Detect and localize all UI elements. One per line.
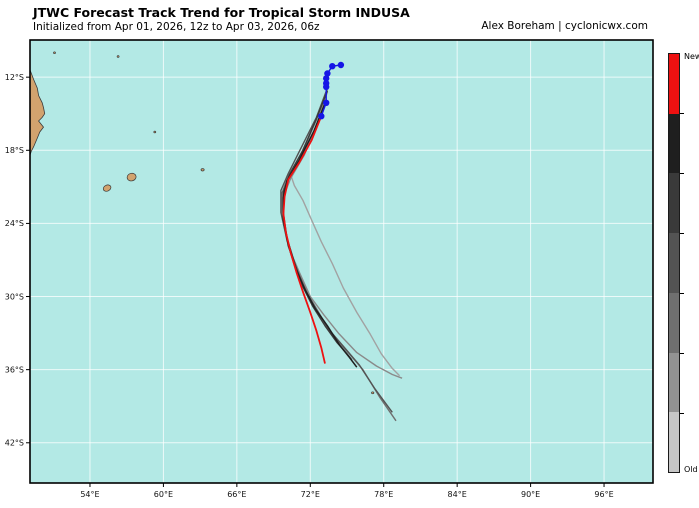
x-axis-tick-label: 60°E <box>154 490 173 499</box>
colorbar-boundary-tick <box>680 113 684 114</box>
observed-position-dot <box>323 75 330 82</box>
observed-position-dot <box>337 61 345 69</box>
observed-position-dot <box>324 70 331 77</box>
island-mauritius <box>126 172 137 182</box>
colorbar-segment-4 <box>669 233 679 293</box>
colorbar-label-old: Old <box>684 465 698 474</box>
x-axis-tick-label: 78°E <box>374 490 393 499</box>
x-axis-tick-label: 66°E <box>227 490 246 499</box>
x-axis-tick-label: 90°E <box>521 490 540 499</box>
colorbar-boundary-tick <box>680 173 684 174</box>
chart-subtitle: Initialized from Apr 01, 2026, 12z to Ap… <box>33 21 320 33</box>
island-speck-d <box>371 391 375 395</box>
axis-labels: 54°E 60°E 66°E 72°E 78°E 84°E 90°E 96°E 12°S 18°S… <box>5 73 614 499</box>
track-age-colorbar <box>668 53 680 473</box>
island-speck-c <box>153 130 157 134</box>
y-axis-tick-label: 24°S <box>5 219 24 228</box>
x-axis-tick-label: 84°E <box>448 490 467 499</box>
y-axis-tick-label: 42°S <box>5 439 24 448</box>
x-axis-tick-label: 72°E <box>301 490 320 499</box>
island-speck-b <box>116 55 120 58</box>
island-speck-a <box>53 51 56 55</box>
y-axis-tick-label: 12°S <box>5 73 24 82</box>
x-axis-tick-label: 96°E <box>594 490 613 499</box>
y-axis-tick-label: 36°S <box>5 365 24 374</box>
x-axis-tick-label: 54°E <box>80 490 99 499</box>
forecast-track-7-newest <box>282 115 326 364</box>
observed-position-dot <box>323 99 330 107</box>
colorbar-segment-6 <box>669 352 679 413</box>
madagascar-northeast-coast <box>30 69 46 156</box>
island-rodrigues <box>200 168 205 172</box>
colorbar-segment-3 <box>669 173 679 234</box>
observed-position-dot <box>329 62 336 70</box>
colorbar-segment-7 <box>669 412 679 473</box>
y-axis-tick-label: 18°S <box>5 146 24 155</box>
colorbar-segment-1 <box>669 54 679 114</box>
colorbar-segment-5 <box>669 292 679 353</box>
graticule <box>30 40 653 483</box>
land-layer <box>30 51 375 395</box>
y-axis-tick-label: 30°S <box>5 292 24 301</box>
colorbar-label-new: New <box>684 52 699 61</box>
colorbar-boundary-tick <box>680 233 684 234</box>
colorbar-boundary-tick <box>680 353 684 354</box>
observed-position-dot <box>318 113 325 120</box>
colorbar-boundary-tick <box>680 413 684 414</box>
chart-title: JTWC Forecast Track Trend for Tropical S… <box>33 5 410 20</box>
colorbar-boundary-tick <box>680 293 684 294</box>
map-frame <box>29 39 654 484</box>
ocean-background <box>30 40 653 483</box>
attribution-credit: Alex Boreham | cyclonicwx.com <box>481 20 648 32</box>
colorbar-segment-2 <box>669 113 679 174</box>
observed-position-dot <box>323 83 330 91</box>
track-layer <box>280 61 403 422</box>
island-reunion <box>102 184 112 192</box>
